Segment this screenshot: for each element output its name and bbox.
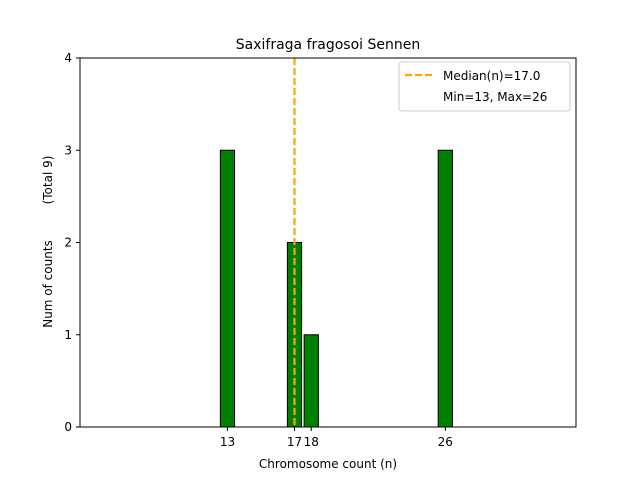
x-axis-label: Chromosome count (n) [259, 457, 397, 471]
plot-area [80, 58, 576, 427]
legend-frame [398, 61, 571, 112]
x-tick-label: 18 [304, 435, 319, 449]
bar-13 [219, 149, 236, 428]
y-axis-total-note: (Total 9) [41, 156, 55, 205]
y-tick-label: 0 [64, 420, 72, 434]
bar-18 [303, 334, 319, 428]
y-tick-label: 2 [64, 236, 72, 250]
x-tick-label: 26 [438, 435, 453, 449]
legend-median-label: Median(n)=17.0 [443, 69, 540, 83]
legend-range-label: Min=13, Max=26 [443, 90, 547, 104]
bar-26 [437, 149, 453, 428]
x-tick-label: 13 [220, 435, 235, 449]
y-tick-label: 3 [64, 143, 72, 157]
chart-title: Saxifraga fragosoi Sennen [236, 37, 420, 53]
y-tick-label: 4 [64, 51, 72, 65]
legend: Median(n)=17.0 Min=13, Max=26 [398, 61, 571, 112]
y-tick-label: 1 [64, 328, 72, 342]
x-tick-label: 17 [287, 435, 302, 449]
y-axis-label: Num of counts [41, 240, 55, 328]
